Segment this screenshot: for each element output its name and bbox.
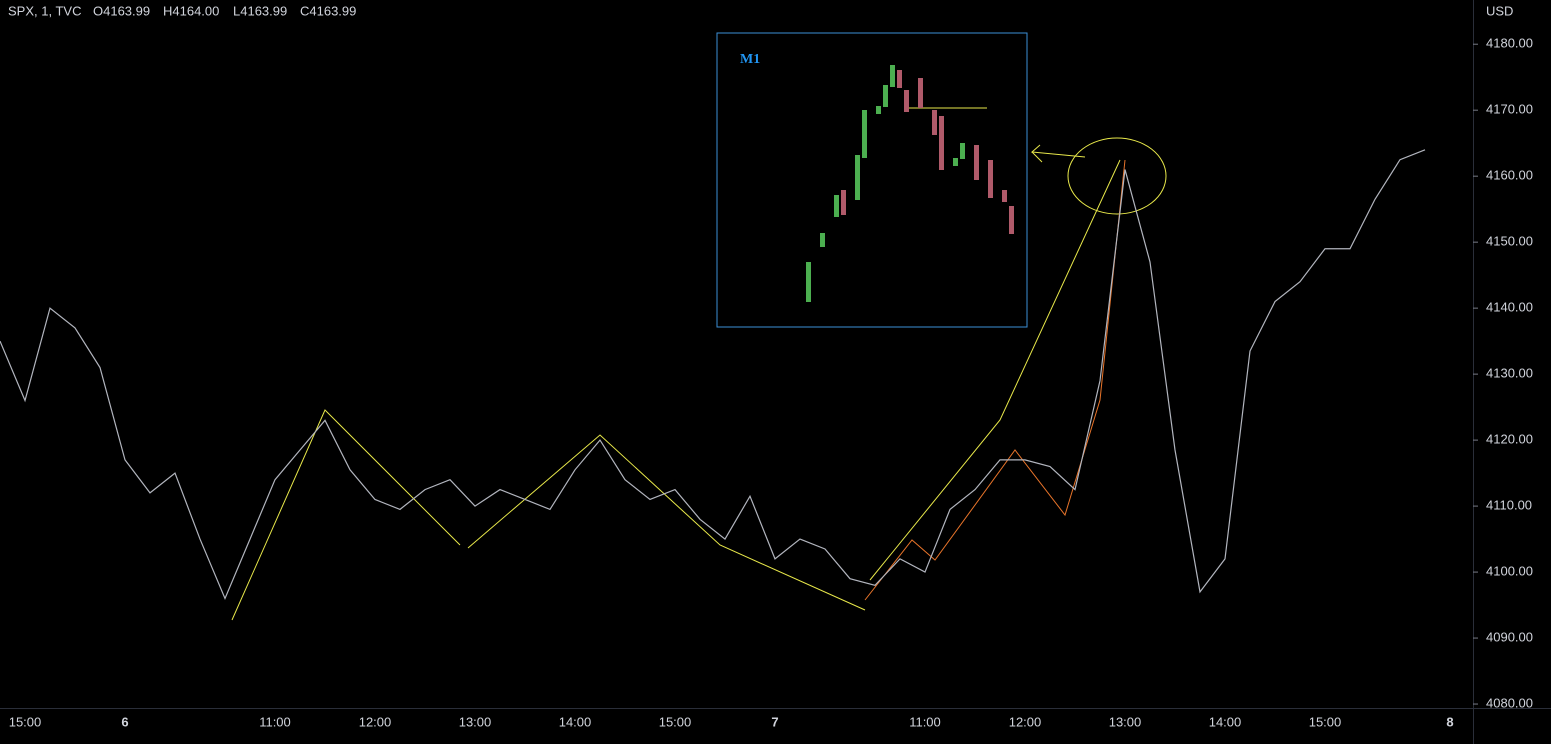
- inset-frame: [716, 32, 1028, 328]
- x-tick-label: 12:00: [359, 714, 392, 729]
- y-tick-label: 4140.00: [1486, 300, 1533, 315]
- y-tick-label: 4080.00: [1486, 695, 1533, 710]
- candle: [988, 160, 993, 198]
- candle: [876, 106, 881, 114]
- x-tick-label: 15:00: [9, 714, 42, 729]
- x-tick-label: 6: [121, 714, 128, 729]
- ohlc-low: L4163.99: [233, 3, 287, 18]
- trend-drawing: [467, 434, 866, 611]
- trend-drawing: [231, 409, 461, 621]
- y-tick-label: 4170.00: [1486, 102, 1533, 117]
- y-tick-label: 4180.00: [1486, 36, 1533, 51]
- x-tick-label: 11:00: [259, 714, 291, 729]
- candle: [806, 262, 811, 302]
- y-tick-label: 4130.00: [1486, 366, 1533, 381]
- y-tick-label: 4110.00: [1486, 498, 1532, 513]
- y-tick-label: 4120.00: [1486, 432, 1533, 447]
- candle: [953, 158, 958, 166]
- drawings: [231, 107, 1167, 621]
- y-tick-label: 4090.00: [1486, 629, 1533, 644]
- x-tick-label: 14:00: [1209, 714, 1242, 729]
- x-tick-label: 15:00: [659, 714, 692, 729]
- x-tick-label: 13:00: [1109, 714, 1142, 729]
- x-tick-label: 11:00: [909, 714, 941, 729]
- y-tick-label: 4160.00: [1486, 168, 1533, 183]
- candle: [932, 110, 937, 135]
- symbol: SPX, 1, TVC: [8, 3, 81, 18]
- candle: [974, 145, 979, 180]
- inset-label: M1: [740, 52, 760, 67]
- candle: [1002, 190, 1007, 202]
- price-line: [0, 149, 1426, 601]
- x-tick-label: 7: [771, 714, 778, 729]
- x-tick-label: 8: [1446, 714, 1453, 729]
- candle: [1009, 206, 1014, 234]
- candle: [834, 195, 839, 217]
- candle: [960, 143, 965, 159]
- x-tick-label: 15:00: [1309, 714, 1342, 729]
- candle: [841, 190, 846, 215]
- candle: [918, 78, 923, 108]
- x-tick-label: 12:00: [1009, 714, 1042, 729]
- x-tick-label: 13:00: [459, 714, 492, 729]
- candle: [890, 65, 895, 87]
- candle: [855, 155, 860, 200]
- trend-drawing: [864, 159, 1126, 601]
- y-tick-label: 4150.00: [1486, 234, 1533, 249]
- candle: [904, 90, 909, 112]
- candle: [897, 70, 902, 88]
- ohlc-open: O4163.99: [93, 3, 150, 18]
- candle: [820, 233, 825, 247]
- ohlc-close: C4163.99: [300, 3, 356, 18]
- inset-candles: [806, 65, 1014, 302]
- x-tick-label: 14:00: [559, 714, 592, 729]
- y-tick-label: 4100.00: [1486, 564, 1533, 579]
- candle: [939, 116, 944, 170]
- circle-drawing: [1067, 137, 1167, 215]
- candle: [862, 110, 867, 158]
- ohlc-high: H4164.00: [163, 3, 219, 18]
- candle: [883, 85, 888, 107]
- currency: USD: [1486, 3, 1513, 18]
- trend-drawing: [869, 159, 1121, 581]
- arrow-drawing: [1031, 151, 1043, 163]
